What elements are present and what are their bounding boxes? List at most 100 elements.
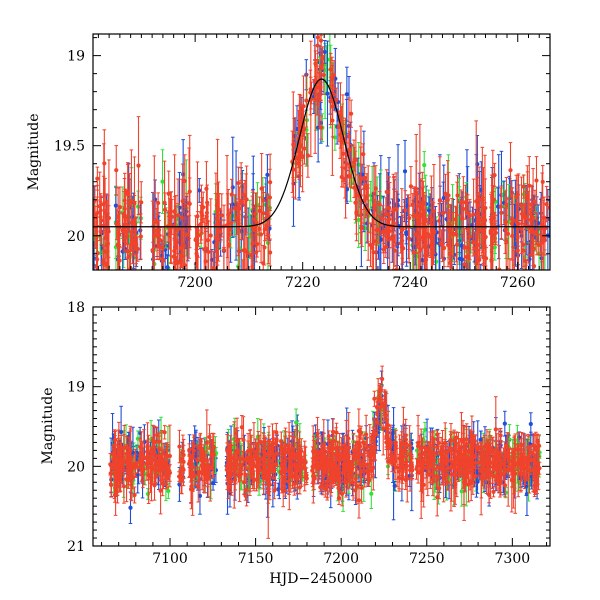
data-point-red bbox=[114, 145, 119, 196]
data-point-red bbox=[505, 432, 510, 461]
data-point-red bbox=[464, 460, 469, 485]
data-point-red bbox=[321, 54, 326, 95]
data-point-red bbox=[436, 458, 441, 478]
data-point-red bbox=[136, 116, 141, 216]
data-point-red bbox=[430, 223, 435, 270]
data-point-red bbox=[512, 435, 517, 465]
data-point-red bbox=[111, 447, 117, 471]
data-point-red bbox=[471, 228, 476, 257]
data-point-red bbox=[484, 446, 489, 495]
data-point-blue bbox=[165, 254, 170, 270]
data-point-red bbox=[394, 172, 399, 246]
data-point-red bbox=[477, 249, 482, 270]
data-point-red bbox=[114, 464, 119, 493]
data-point-red bbox=[390, 450, 395, 467]
data-point-red bbox=[203, 463, 208, 473]
data-point-red bbox=[196, 224, 201, 247]
data-point-red bbox=[373, 434, 378, 461]
data-point-red bbox=[353, 130, 358, 190]
data-point-red bbox=[204, 470, 209, 485]
data-point-red bbox=[403, 427, 409, 452]
data-point-red bbox=[373, 165, 378, 212]
y-tick-label: 19 bbox=[67, 49, 85, 65]
data-point-red bbox=[203, 227, 208, 270]
data-point-red bbox=[258, 457, 263, 472]
data-point-red bbox=[544, 185, 549, 223]
data-point-red bbox=[516, 173, 521, 270]
data-point-red bbox=[195, 161, 200, 270]
data-point-red bbox=[105, 194, 110, 270]
bottom-y-axis-title: Magnitude bbox=[40, 387, 56, 464]
data-point-red bbox=[207, 424, 212, 450]
data-point-red bbox=[522, 456, 527, 479]
data-point-blue bbox=[276, 482, 281, 496]
data-point-red bbox=[133, 449, 138, 478]
data-point-red bbox=[527, 156, 532, 216]
data-point-red bbox=[175, 203, 181, 228]
data-point-red bbox=[252, 470, 257, 490]
data-point-red bbox=[543, 218, 548, 239]
data-point-red bbox=[122, 188, 127, 230]
data-point-red bbox=[353, 441, 358, 475]
data-point-red bbox=[454, 181, 460, 270]
data-point-red bbox=[182, 154, 187, 208]
x-tick-label: 7220 bbox=[285, 275, 321, 291]
data-point-red bbox=[463, 184, 468, 220]
top-axis-ticks bbox=[93, 34, 551, 270]
data-point-red bbox=[408, 166, 414, 207]
data-point-red bbox=[224, 458, 229, 481]
data-point-red bbox=[175, 178, 181, 270]
data-point-red bbox=[194, 227, 199, 251]
data-point-red bbox=[498, 187, 503, 226]
data-point-red bbox=[420, 171, 425, 237]
data-point-red bbox=[159, 257, 164, 270]
data-point-red bbox=[497, 452, 502, 468]
data-point-red bbox=[158, 227, 163, 254]
data-point-red bbox=[413, 190, 419, 270]
data-point-red bbox=[345, 449, 350, 464]
data-point-red bbox=[286, 471, 291, 492]
data-point-red bbox=[378, 211, 383, 236]
data-point-red bbox=[396, 453, 402, 490]
data-point-red bbox=[483, 247, 489, 270]
data-point-red bbox=[264, 212, 269, 239]
data-point-red bbox=[401, 406, 406, 481]
data-point-red bbox=[505, 198, 511, 270]
data-point-red bbox=[166, 170, 171, 217]
data-point-red bbox=[456, 432, 461, 482]
data-point-red bbox=[232, 453, 237, 471]
data-point-red bbox=[224, 155, 230, 270]
data-point-red bbox=[533, 434, 539, 465]
data-point-red bbox=[152, 469, 157, 501]
data-point-red bbox=[286, 443, 291, 455]
data-point-red bbox=[206, 220, 211, 270]
data-point-red bbox=[473, 434, 478, 478]
data-point-red bbox=[389, 227, 395, 249]
data-point-red bbox=[241, 416, 246, 464]
data-point-red bbox=[464, 245, 469, 268]
data-point-red bbox=[266, 425, 272, 457]
data-point-red bbox=[410, 461, 415, 479]
data-point-red bbox=[380, 210, 386, 254]
data-point-red bbox=[354, 190, 359, 235]
data-point-red bbox=[262, 229, 267, 266]
bottom-data-points bbox=[108, 365, 542, 539]
data-point-red bbox=[259, 152, 264, 225]
data-point-red bbox=[331, 60, 337, 90]
data-point-red bbox=[130, 221, 135, 265]
data-point-red bbox=[359, 472, 364, 504]
data-point-red bbox=[440, 200, 446, 226]
data-point-red bbox=[241, 183, 246, 207]
data-point-red bbox=[377, 191, 382, 218]
data-point-red bbox=[290, 463, 295, 490]
data-point-red bbox=[134, 237, 139, 259]
data-point-red bbox=[244, 165, 249, 234]
data-point-red bbox=[274, 433, 279, 446]
data-point-red bbox=[528, 202, 533, 255]
x-tick-label: 7260 bbox=[500, 275, 536, 291]
data-point-red bbox=[403, 190, 408, 231]
data-point-red bbox=[156, 192, 161, 214]
data-point-red bbox=[351, 432, 356, 469]
data-point-red bbox=[187, 443, 192, 457]
x-tick-label: 7200 bbox=[177, 275, 213, 291]
